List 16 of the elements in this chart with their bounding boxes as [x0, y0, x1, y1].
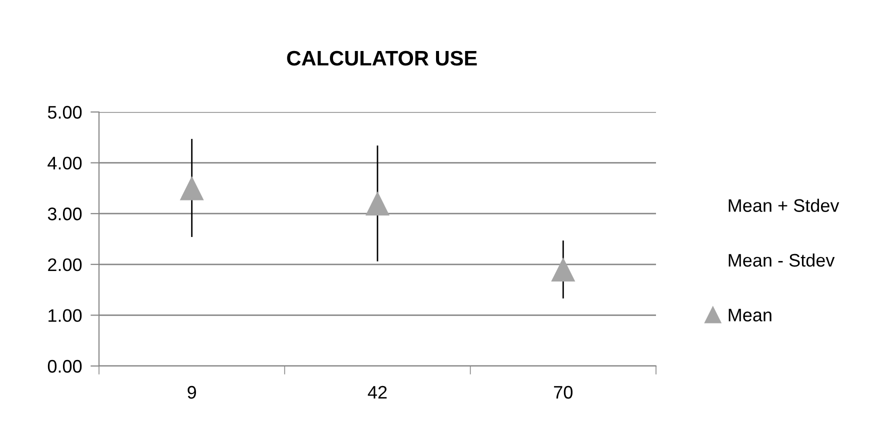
point: [365, 191, 390, 216]
y-tick-label: 4.00: [48, 156, 82, 170]
chart-title: CALCULATOR USE: [287, 50, 477, 66]
y-tick-label: 1.00: [48, 309, 82, 322]
text: Mean - Stdev: [728, 253, 835, 267]
point: [551, 257, 576, 282]
point: [180, 176, 204, 200]
x-tick-label: 42: [368, 386, 387, 399]
x-tick-label: 70: [554, 386, 573, 399]
y-tick-label: 2.00: [48, 258, 82, 272]
legend-label: Mean: [728, 308, 772, 322]
x-tick-label: 9: [188, 386, 196, 399]
y-tick-label: 3.00: [48, 208, 82, 220]
y-tick-label: 5.00: [48, 106, 82, 119]
text: Mean + Stdev: [728, 198, 840, 212]
y-tick-label: 0.00: [48, 360, 82, 373]
